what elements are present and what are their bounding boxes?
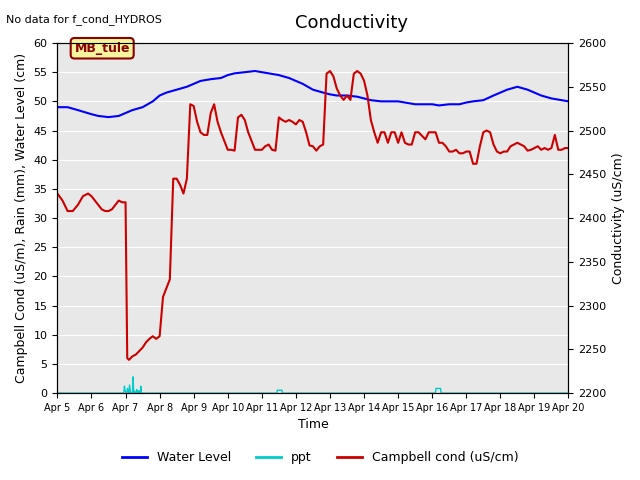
Text: MB_tule: MB_tule — [74, 42, 130, 55]
Y-axis label: Campbell Cond (uS/m), Rain (mm), Water Level (cm): Campbell Cond (uS/m), Rain (mm), Water L… — [15, 53, 28, 383]
Water Level — [156, 93, 163, 98]
Water Level — [54, 104, 61, 110]
ppt — [260, 390, 268, 396]
ppt — [405, 390, 413, 396]
ppt — [54, 390, 61, 396]
Line: ppt: ppt — [58, 377, 568, 393]
Campbell cond (uS/cm) — [54, 191, 61, 196]
Water Level — [231, 71, 239, 76]
Water Level — [241, 69, 248, 75]
Campbell cond (uS/cm) — [415, 130, 422, 135]
Campbell cond (uS/cm) — [330, 73, 337, 79]
ppt — [279, 390, 287, 396]
ppt — [462, 390, 470, 396]
Water Level — [251, 68, 259, 74]
Water Level — [564, 98, 572, 104]
Campbell cond (uS/cm) — [261, 144, 269, 149]
ppt — [452, 390, 460, 396]
Campbell cond (uS/cm) — [350, 71, 358, 76]
Text: Conductivity: Conductivity — [296, 14, 408, 33]
Campbell cond (uS/cm) — [326, 68, 334, 74]
ppt — [129, 374, 137, 380]
Text: No data for f_cond_HYDROS: No data for f_cond_HYDROS — [6, 14, 163, 25]
Water Level — [394, 98, 402, 104]
Water Level — [105, 114, 113, 120]
Water Level — [196, 78, 204, 84]
Legend: Water Level, ppt, Campbell cond (uS/cm): Water Level, ppt, Campbell cond (uS/cm) — [116, 446, 524, 469]
Campbell cond (uS/cm) — [125, 357, 132, 363]
Water Level — [217, 75, 225, 81]
Campbell cond (uS/cm) — [483, 128, 490, 133]
Line: Campbell cond (uS/cm): Campbell cond (uS/cm) — [58, 71, 568, 360]
Y-axis label: Conductivity (uS/cm): Conductivity (uS/cm) — [612, 152, 625, 284]
Line: Water Level: Water Level — [58, 71, 568, 117]
X-axis label: Time: Time — [298, 419, 328, 432]
Campbell cond (uS/cm) — [564, 145, 572, 151]
ppt — [106, 390, 113, 396]
Campbell cond (uS/cm) — [227, 147, 235, 153]
ppt — [564, 390, 572, 396]
